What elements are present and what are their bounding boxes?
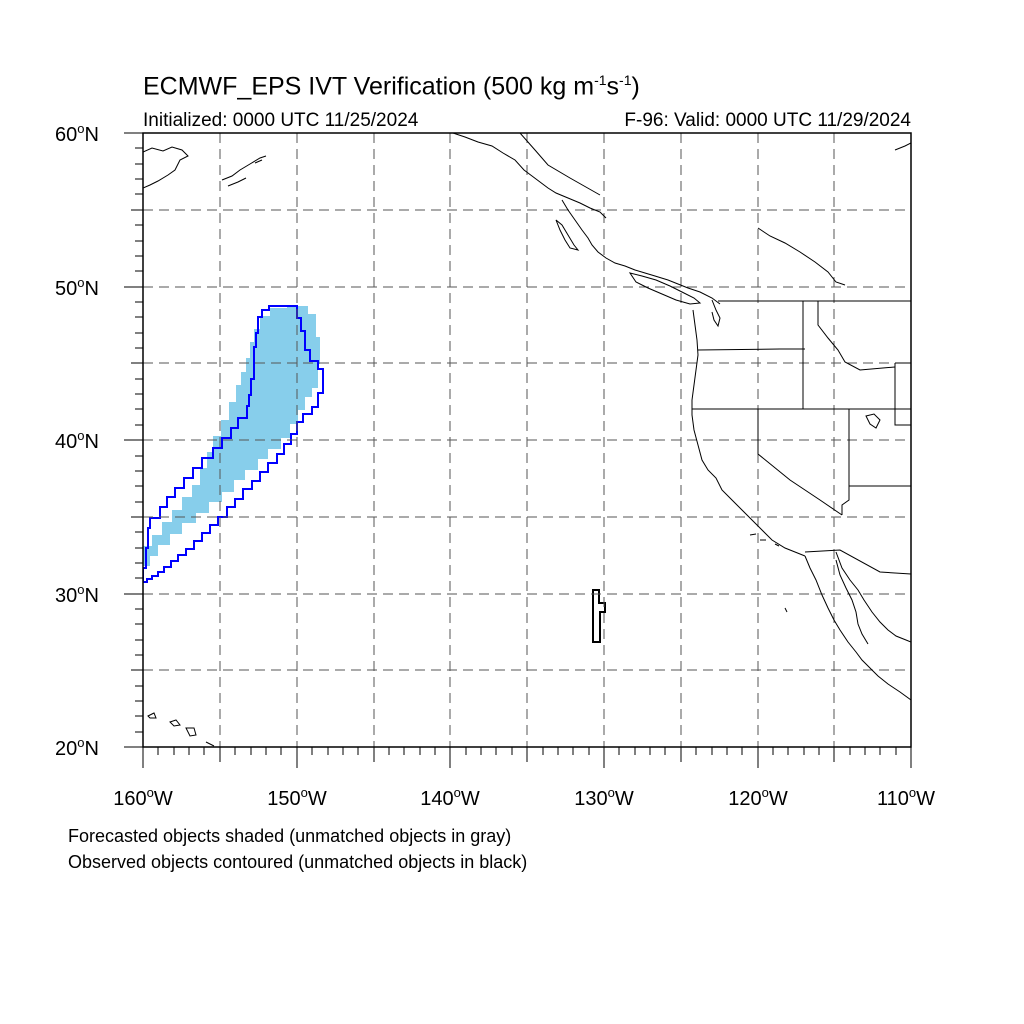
longitude-labels: 160oW 150oW 140oW 130oW 120oW 110oW bbox=[113, 785, 935, 810]
bc-coast bbox=[561, 199, 721, 305]
tick-marks bbox=[124, 132, 912, 768]
channel-islands bbox=[749, 533, 780, 547]
alaska-coastline bbox=[143, 146, 189, 189]
chart-title: ECMWF_EPS IVT Verification (500 kg m-1s-… bbox=[143, 72, 640, 101]
lon-label-140: 140oW bbox=[420, 785, 480, 810]
canada-prairie bbox=[757, 227, 846, 286]
baja-california bbox=[804, 555, 911, 701]
nv-az-border bbox=[841, 486, 850, 515]
observed-object-unmatched bbox=[592, 589, 606, 643]
id-mt-border bbox=[817, 301, 896, 371]
alaska-islands bbox=[221, 155, 267, 187]
lat-label-60: 60oN bbox=[55, 121, 99, 146]
hawaii-islands bbox=[147, 712, 215, 747]
vancouver-island bbox=[628, 272, 702, 305]
gulf-of-california-east bbox=[835, 551, 911, 643]
lon-label-110: 110oW bbox=[877, 785, 935, 810]
hudson-edge bbox=[894, 142, 911, 151]
alaska-panhandle-coast bbox=[452, 133, 607, 219]
initialized-time: Initialized: 0000 UTC 11/25/2024 bbox=[143, 110, 419, 131]
wy-border bbox=[894, 362, 911, 426]
lon-label-160: 160oW bbox=[113, 785, 173, 810]
lon-label-120: 120oW bbox=[728, 785, 788, 810]
observed-matched-contour bbox=[143, 305, 324, 583]
wa-or-border bbox=[697, 348, 805, 351]
lon-label-150: 150oW bbox=[267, 785, 327, 810]
lat-label-30: 30oN bbox=[55, 582, 99, 607]
observed-object-matched bbox=[143, 305, 324, 583]
valid-time: F-96: Valid: 0000 UTC 11/29/2024 bbox=[624, 110, 911, 131]
coastlines bbox=[143, 133, 911, 747]
haida-gwaii bbox=[555, 219, 580, 251]
grid-lines bbox=[143, 133, 911, 747]
mexico-border bbox=[804, 549, 911, 575]
latitude-labels: 60oN 50oN 40oN 30oN 20oN bbox=[55, 121, 99, 760]
lat-label-20: 20oN bbox=[55, 735, 99, 760]
gulf-of-california-west bbox=[835, 559, 869, 645]
great-salt-lake bbox=[865, 413, 881, 429]
puget-sound bbox=[711, 299, 721, 328]
ca-nv-border bbox=[757, 409, 843, 516]
lat-label-40: 40oN bbox=[55, 428, 99, 453]
us-west-coast bbox=[691, 309, 806, 557]
observed-unmatched-contour bbox=[592, 589, 606, 643]
legend-note-observed: Observed objects contoured (unmatched ob… bbox=[68, 852, 528, 872]
canada-inland-boundary bbox=[519, 133, 601, 196]
legend-note-forecast: Forecasted objects shaded (unmatched obj… bbox=[68, 826, 512, 846]
guadalupe-island bbox=[784, 607, 788, 613]
lat-label-50: 50oN bbox=[55, 275, 99, 300]
lon-label-130: 130oW bbox=[574, 785, 634, 810]
